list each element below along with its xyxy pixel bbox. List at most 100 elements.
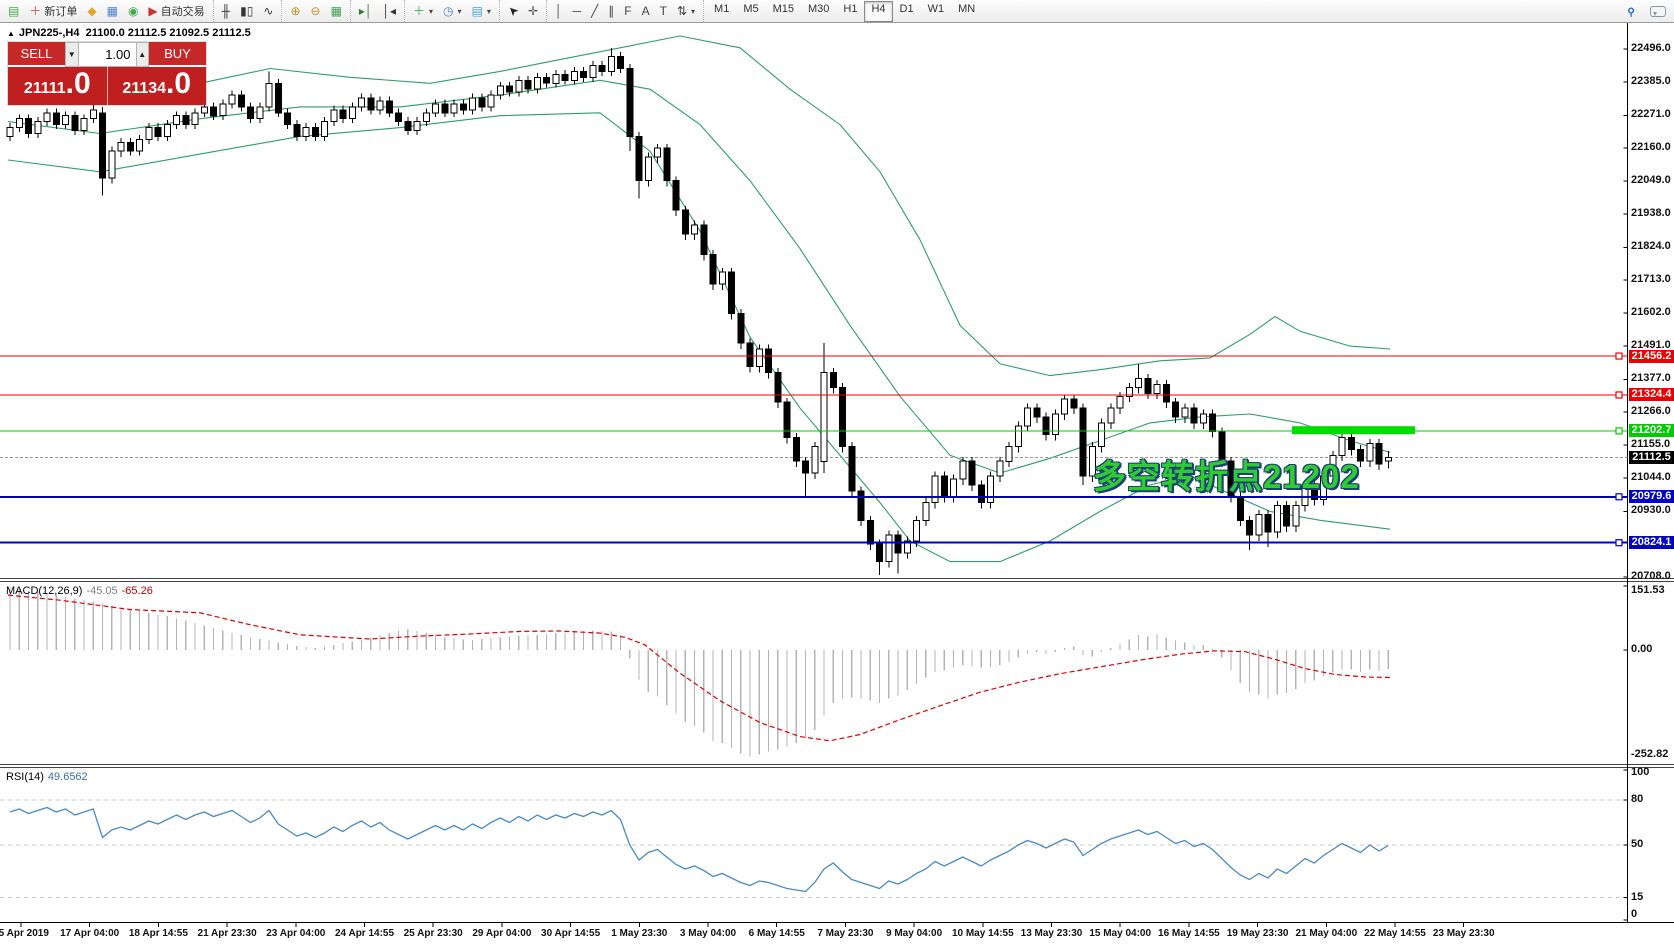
- buy-price-button[interactable]: 21134.0: [107, 67, 206, 105]
- candle-body: [62, 115, 69, 126]
- highlight-level-bar[interactable]: [1292, 426, 1415, 435]
- trendline-icon: ╱: [591, 4, 599, 18]
- candle-body: [1329, 454, 1337, 477]
- candle-body: [894, 534, 902, 554]
- candle-body: [422, 112, 430, 123]
- candle-body: [1162, 384, 1170, 403]
- candle-body: [247, 106, 254, 120]
- candle-body: [802, 460, 809, 474]
- candle-body: [1033, 407, 1041, 418]
- line-anchor-marker[interactable]: [1615, 352, 1623, 360]
- bar-chart-button[interactable]: ╫: [217, 0, 236, 22]
- dropdown-caret-icon: ▾: [429, 6, 434, 16]
- timeframe-h1-button[interactable]: H1: [843, 2, 858, 15]
- buy-button[interactable]: BUY: [149, 42, 206, 67]
- candle-body: [515, 79, 523, 93]
- candle-body: [1246, 519, 1253, 536]
- candle-body: [718, 271, 726, 285]
- bollinger-upper-band: [7, 35, 1391, 377]
- line-chart-button[interactable]: ∿: [258, 0, 278, 22]
- timeframe-m15-button[interactable]: M15: [772, 2, 794, 15]
- channel-button[interactable]: ∥: [603, 0, 619, 22]
- volume-decrease-button[interactable]: ▼: [65, 42, 79, 67]
- timeframe-w1-button[interactable]: W1: [927, 2, 945, 15]
- autotrading-button[interactable]: ▶ 自动交易: [143, 0, 209, 22]
- candle-body: [1024, 407, 1031, 427]
- candle-body: [940, 475, 948, 498]
- timeframe-m1-button[interactable]: M1: [714, 2, 730, 15]
- cursor-button[interactable]: ➤: [503, 0, 523, 22]
- candle-body: [931, 475, 939, 504]
- chart-canvas[interactable]: [0, 22, 1674, 945]
- indicators-button[interactable]: ＋ ▾: [408, 0, 438, 22]
- volume-input[interactable]: [78, 42, 136, 67]
- tile-windows-button[interactable]: ▦: [326, 0, 347, 22]
- candle-body: [1014, 425, 1022, 447]
- bar-chart-icon: ╫: [221, 4, 231, 18]
- volume-increase-button[interactable]: ▲: [135, 42, 149, 67]
- chart-shift-button[interactable]: │◂: [377, 0, 401, 22]
- zoom-in-button[interactable]: ⊕: [285, 0, 305, 22]
- periods-button[interactable]: ◷ ▾: [438, 0, 467, 22]
- collapse-icon[interactable]: ▲: [7, 29, 15, 38]
- candle-body: [1135, 378, 1142, 389]
- toolbar-group-timeframes: M1 M5 M15 M30 H1 H4 D1 W1 MN: [703, 0, 985, 22]
- new-order-button[interactable]: ＋新订单: [24, 0, 82, 22]
- candle-body: [737, 313, 745, 344]
- candle-body: [1218, 431, 1226, 462]
- candle-body: [1181, 407, 1189, 418]
- horizontal-line-button[interactable]: ─: [568, 0, 587, 22]
- text-button[interactable]: A: [637, 0, 655, 22]
- line-anchor-marker[interactable]: [1615, 493, 1623, 501]
- sell-button[interactable]: SELL: [8, 42, 65, 67]
- timeframe-m30-button[interactable]: M30: [808, 2, 830, 15]
- candle-body: [977, 484, 985, 504]
- candle-body: [200, 106, 208, 114]
- candle-body: [478, 97, 486, 108]
- chat-icon[interactable]: [1650, 5, 1666, 17]
- crosshair-button[interactable]: ✛: [523, 0, 543, 22]
- timeframe-mn-button[interactable]: MN: [958, 2, 976, 15]
- macd-signal-line: [7, 594, 1391, 742]
- trendline-button[interactable]: ╱: [586, 0, 603, 22]
- zoom-out-icon: ⊖: [310, 4, 321, 18]
- candle-body: [1051, 413, 1059, 436]
- candle-body: [533, 76, 541, 90]
- candle-body: [15, 118, 23, 129]
- candle-body: [210, 106, 217, 117]
- templates-button[interactable]: ▤ ▾: [467, 0, 496, 22]
- autotrading-icon: ▶: [148, 4, 158, 18]
- candle-body: [1107, 407, 1115, 424]
- vertical-line-button[interactable]: │: [550, 0, 568, 22]
- zoom-out-button[interactable]: ⊖: [306, 0, 326, 22]
- candlestick-chart-button[interactable]: ▮▯: [235, 0, 258, 22]
- line-anchor-marker[interactable]: [1615, 427, 1623, 435]
- auto-scroll-button[interactable]: ▸│: [354, 0, 378, 22]
- search-icon[interactable]: ⌕: [1621, 1, 1641, 20]
- line-anchor-marker[interactable]: [1615, 391, 1623, 399]
- candle-body: [607, 56, 615, 73]
- candle-body: [71, 115, 79, 131]
- candle-body: [469, 97, 476, 111]
- indicators-icon: ＋: [412, 4, 425, 18]
- candle-body: [293, 124, 301, 137]
- metaeditor-button[interactable]: ◆: [82, 0, 101, 22]
- arrows-button[interactable]: ⇅ ▾: [672, 0, 700, 22]
- timeframe-m5-button[interactable]: M5: [743, 2, 759, 15]
- candle-body: [450, 103, 458, 114]
- fibonacci-button[interactable]: F: [619, 0, 636, 22]
- candle-body: [108, 150, 116, 179]
- new-chart-button[interactable]: ▤: [3, 0, 24, 22]
- signals-button[interactable]: ◉: [123, 0, 143, 22]
- candle-body: [765, 348, 772, 374]
- sell-price-button[interactable]: 21111.0: [8, 67, 108, 105]
- timeframe-h4-button[interactable]: H4: [864, 0, 893, 22]
- tile-windows-icon: ▦: [330, 4, 342, 18]
- text-label-button[interactable]: T: [655, 0, 672, 22]
- channel-icon: ∥: [608, 4, 615, 18]
- line-anchor-marker[interactable]: [1615, 539, 1623, 547]
- market-watch-button[interactable]: ▦: [102, 0, 123, 22]
- text-label-icon: T: [659, 4, 667, 18]
- chart-window[interactable]: ▲ JPN225-,H4 21100.0 21112.5 21092.5 2111…: [0, 22, 1674, 945]
- timeframe-d1-button[interactable]: D1: [899, 2, 914, 15]
